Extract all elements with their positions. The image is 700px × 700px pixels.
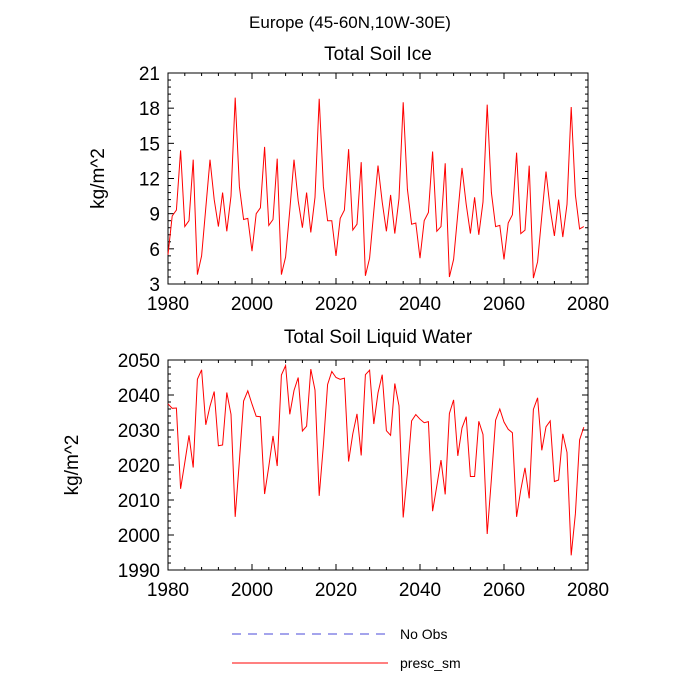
- series-line-presc-sm: [167, 97, 585, 279]
- x-tick-label: 1980: [147, 580, 189, 601]
- y-tick-label: 6: [149, 240, 160, 261]
- y-tick-label: 15: [139, 134, 160, 155]
- legend: No Obs presc_sm: [232, 626, 461, 671]
- x-tick-label: 2060: [483, 580, 525, 601]
- y-axis-label: kg/m^2: [62, 435, 83, 496]
- chart-title: Total Soil Liquid Water: [284, 327, 473, 348]
- y-tick-label: 9: [149, 205, 160, 226]
- panel-total-soil-liquid-water: Total Soil Liquid Water kg/m^2 1980 2000 202…: [62, 327, 609, 601]
- figure-title: Europe (45-60N,10W-30E): [249, 13, 451, 32]
- y-tick-label: 18: [139, 99, 160, 120]
- x-tick-label: 2000: [231, 580, 273, 601]
- y-tick-label: 2030: [118, 421, 160, 442]
- y-tick-label: 2010: [118, 491, 160, 512]
- y-tick-label: 2050: [118, 351, 160, 372]
- series-line-presc-sm: [167, 363, 585, 556]
- y-tick-label: 3: [149, 275, 160, 296]
- x-tick-label: 1980: [147, 294, 189, 315]
- y-axis-label: kg/m^2: [88, 148, 109, 209]
- x-tick-label: 2020: [315, 580, 357, 601]
- x-tick-label: 2060: [483, 294, 525, 315]
- x-tick-label: 2000: [231, 294, 273, 315]
- y-tick-label: 2040: [118, 386, 160, 407]
- plot-frame: [167, 72, 589, 285]
- y-tick-label: 1990: [118, 561, 160, 582]
- x-tick-label: 2020: [315, 294, 357, 315]
- x-tick-label: 2080: [567, 580, 609, 601]
- y-tick-label: 2000: [118, 526, 160, 547]
- x-tick-label: 2080: [567, 294, 609, 315]
- x-tick-label: 2040: [399, 294, 441, 315]
- legend-label-presc-sm: presc_sm: [400, 655, 461, 671]
- legend-label-no-obs: No Obs: [400, 626, 447, 642]
- panel-total-soil-ice: Total Soil Ice kg/m^2 1980 2000 2020 2040 2060…: [88, 44, 609, 315]
- y-tick-label: 12: [139, 170, 160, 191]
- chart-title: Total Soil Ice: [324, 44, 432, 65]
- x-tick-label: 2040: [399, 580, 441, 601]
- y-tick-label: 2020: [118, 456, 160, 477]
- y-tick-label: 21: [139, 64, 160, 85]
